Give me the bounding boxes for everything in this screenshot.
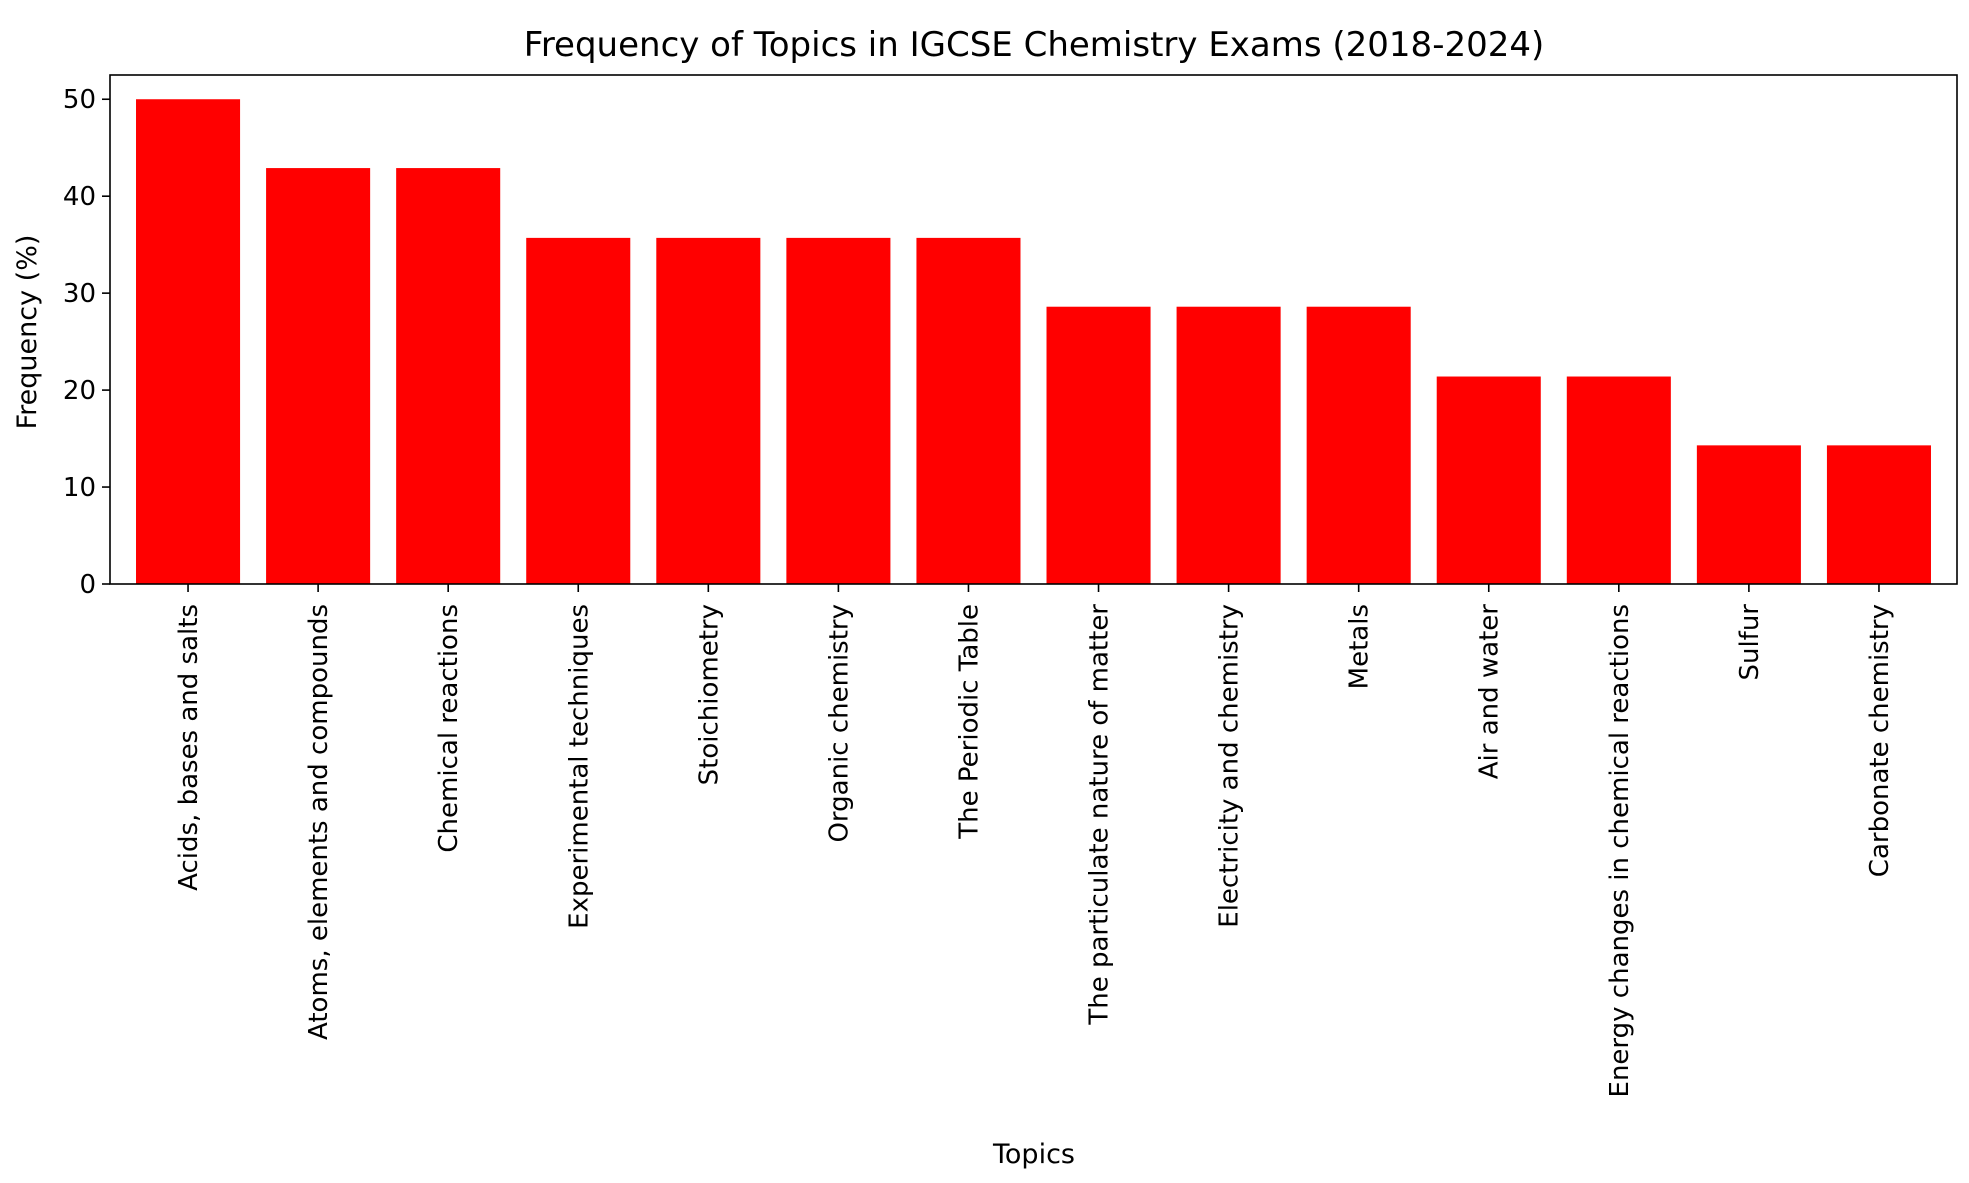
bar-3 bbox=[526, 237, 631, 584]
bar-0 bbox=[136, 99, 241, 584]
x-tick-label-3: Experimental techniques bbox=[564, 604, 594, 929]
x-tick-label-0: Acids, bases and salts bbox=[174, 604, 204, 891]
plot-frame bbox=[109, 74, 1958, 585]
x-tick-label-4: Stoichiometry bbox=[694, 604, 724, 785]
bar-7 bbox=[1046, 306, 1151, 584]
x-tick-label-10: Air and water bbox=[1475, 604, 1505, 780]
bar-10 bbox=[1436, 376, 1541, 584]
x-tick-label-13: Carbonate chemistry bbox=[1865, 604, 1895, 877]
bar-6 bbox=[916, 237, 1021, 584]
bar-5 bbox=[786, 237, 891, 584]
bar-1 bbox=[266, 168, 371, 584]
x-axis-ticks: Acids, bases and salts Atoms, elements an… bbox=[174, 584, 1895, 1097]
x-axis-label: Topics bbox=[992, 1139, 1075, 1170]
bar-8 bbox=[1176, 306, 1281, 584]
y-tick-label-3: 30 bbox=[63, 279, 96, 309]
x-tick-label-1: Atoms, elements and compounds bbox=[304, 604, 334, 1040]
x-tick-label-6: The Periodic Table bbox=[954, 604, 984, 840]
x-tick-label-8: Electricity and chemistry bbox=[1215, 604, 1245, 928]
bar-9 bbox=[1306, 306, 1411, 584]
x-tick-label-12: Sulfur bbox=[1735, 604, 1765, 681]
bar-13 bbox=[1826, 445, 1931, 584]
y-tick-label-5: 50 bbox=[63, 85, 96, 115]
x-tick-label-9: Metals bbox=[1345, 604, 1375, 689]
bar-12 bbox=[1696, 445, 1801, 584]
y-axis-label: Frequency (%) bbox=[12, 235, 43, 430]
bars-group bbox=[136, 99, 1931, 584]
y-tick-label-2: 20 bbox=[63, 376, 96, 406]
bar-2 bbox=[396, 168, 501, 584]
bar-11 bbox=[1566, 376, 1671, 584]
x-tick-label-11: Energy changes in chemical reactions bbox=[1605, 604, 1635, 1097]
chart-title: Frequency of Topics in IGCSE Chemistry E… bbox=[524, 25, 1545, 65]
y-tick-label-4: 40 bbox=[63, 182, 96, 212]
x-tick-label-2: Chemical reactions bbox=[434, 604, 464, 853]
bar-4 bbox=[656, 237, 761, 584]
y-tick-label-1: 10 bbox=[63, 473, 96, 503]
x-tick-label-5: Organic chemistry bbox=[824, 604, 854, 843]
x-tick-label-7: The particulate nature of matter bbox=[1085, 604, 1115, 1026]
y-tick-label-0: 0 bbox=[79, 570, 96, 600]
y-axis-ticks: 0 10 20 30 40 50 bbox=[63, 85, 110, 600]
